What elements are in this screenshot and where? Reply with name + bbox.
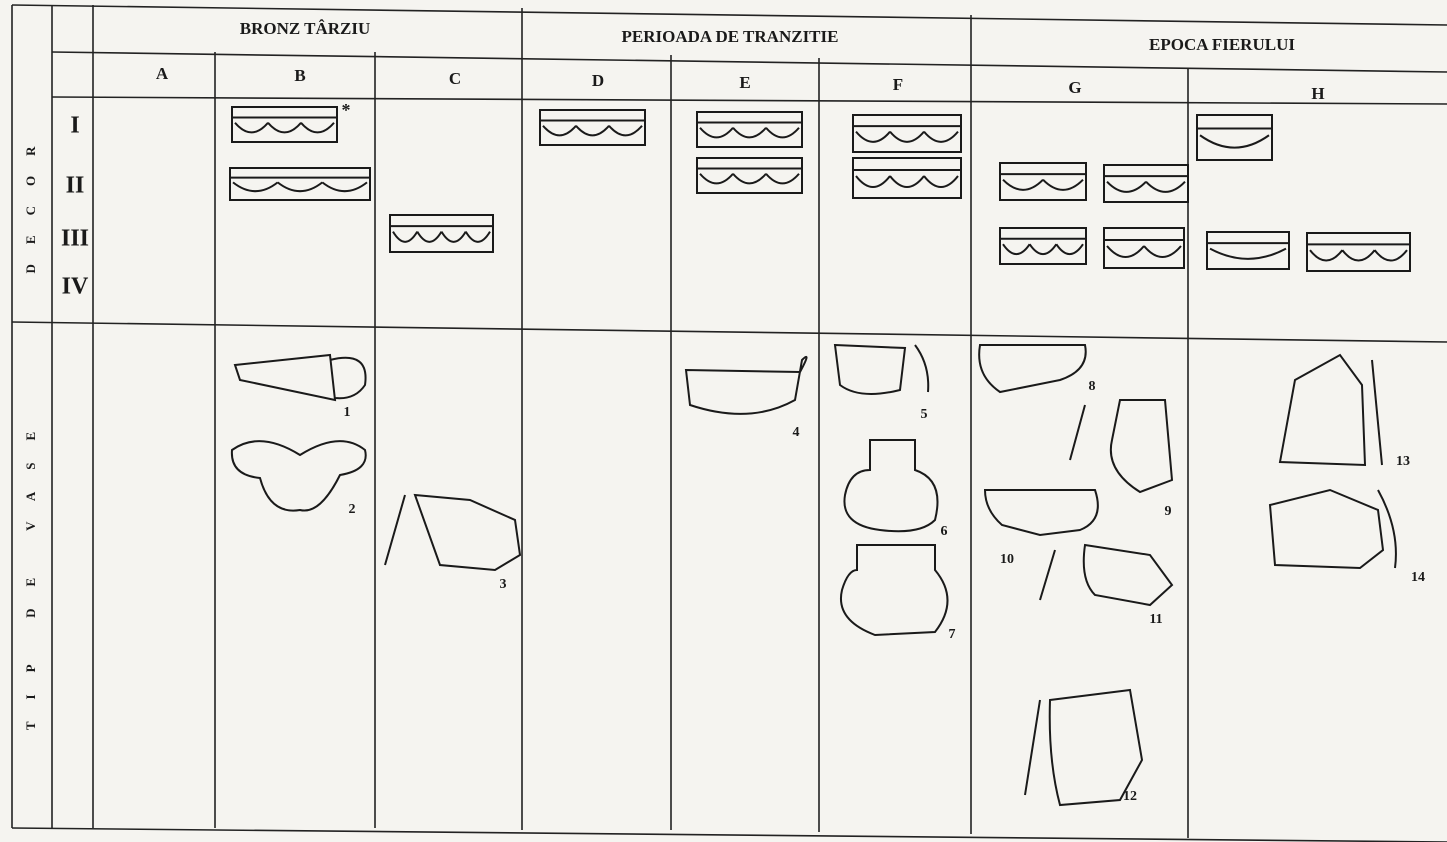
figure-number: 8 bbox=[1089, 379, 1096, 394]
column-letter: C bbox=[449, 69, 461, 88]
vessel-drawing bbox=[233, 353, 367, 402]
decor-waves bbox=[234, 122, 335, 134]
decor-level: IV bbox=[62, 274, 89, 300]
decor-box bbox=[389, 214, 494, 253]
decor-waves bbox=[542, 125, 643, 137]
figure-number: 2 bbox=[349, 502, 356, 517]
decor-box bbox=[1103, 227, 1185, 269]
asterisk: * bbox=[342, 100, 351, 120]
period-header: EPOCA FIERULUI bbox=[1149, 35, 1295, 54]
decor-level: I bbox=[70, 113, 79, 139]
column-letter: F bbox=[893, 75, 903, 94]
decor-waves bbox=[1209, 247, 1287, 260]
column-letter: A bbox=[156, 64, 169, 83]
decor-box bbox=[1206, 231, 1290, 270]
vessel-drawing bbox=[983, 489, 1099, 537]
figure-number: 10 bbox=[1000, 552, 1014, 567]
side-label: TIP DE VASE bbox=[23, 410, 38, 730]
figure-number: 6 bbox=[941, 524, 948, 539]
decor-waves bbox=[699, 127, 800, 139]
figure-number: 4 bbox=[793, 425, 800, 440]
figure-number: 5 bbox=[921, 407, 928, 422]
vessel-drawing bbox=[1268, 488, 1397, 570]
vessel-drawing bbox=[833, 343, 930, 395]
decor-box bbox=[1103, 164, 1189, 203]
period-header: PERIOADA DE TRANZITIE bbox=[622, 27, 839, 46]
decor-level: II bbox=[66, 173, 85, 199]
vessel-drawing bbox=[843, 439, 939, 533]
decor-box bbox=[1306, 232, 1411, 272]
side-label: DECOR bbox=[23, 127, 38, 274]
decor-box bbox=[1196, 114, 1273, 161]
drawings bbox=[229, 106, 1411, 807]
column-letter: B bbox=[294, 66, 305, 85]
vessel-drawing bbox=[840, 544, 949, 637]
figure-number: 3 bbox=[500, 577, 507, 592]
vessel-drawing bbox=[1024, 688, 1144, 807]
column-letter: G bbox=[1068, 78, 1081, 97]
decor-waves bbox=[699, 173, 800, 185]
decor-waves bbox=[392, 231, 491, 243]
decor-waves bbox=[855, 130, 959, 143]
decor-waves bbox=[1002, 178, 1084, 191]
decor-waves bbox=[855, 175, 959, 188]
figure-number: 13 bbox=[1396, 454, 1410, 469]
decor-box bbox=[852, 114, 962, 153]
decor-waves bbox=[1309, 249, 1408, 262]
decor-waves bbox=[1106, 180, 1186, 193]
decor-waves bbox=[1002, 243, 1084, 256]
figure-number: 7 bbox=[949, 627, 956, 642]
decor-waves bbox=[232, 181, 368, 193]
vessel-drawing bbox=[684, 356, 808, 415]
figure-number: 11 bbox=[1149, 612, 1162, 627]
vessel-drawing bbox=[1069, 399, 1174, 494]
decor-box bbox=[999, 162, 1087, 201]
labels: BRONZ TÂRZIU PERIOADA DE TRANZITIE EPOCA F… bbox=[23, 19, 1425, 804]
period-header: BRONZ TÂRZIU bbox=[240, 19, 371, 38]
decor-box bbox=[231, 106, 338, 143]
vessel-drawing bbox=[384, 493, 522, 572]
figure-number: 9 bbox=[1165, 504, 1172, 519]
decor-box bbox=[539, 109, 646, 146]
figure-number: 12 bbox=[1123, 789, 1137, 804]
table-grid bbox=[11, 4, 1447, 842]
figure-number: 14 bbox=[1411, 570, 1425, 585]
decor-waves bbox=[1106, 245, 1182, 258]
column-letter: H bbox=[1311, 84, 1324, 103]
decor-box bbox=[229, 167, 371, 201]
vessel-drawing bbox=[1039, 543, 1174, 607]
vessel-drawing bbox=[978, 344, 1087, 394]
decor-waves bbox=[1199, 134, 1270, 149]
vessel-drawing bbox=[1278, 353, 1383, 467]
decor-box bbox=[852, 157, 962, 199]
figure-number: 1 bbox=[344, 405, 351, 420]
column-letter: E bbox=[739, 73, 750, 92]
vessel-drawing bbox=[230, 440, 367, 512]
column-letter: D bbox=[592, 71, 604, 90]
decor-box bbox=[696, 111, 803, 148]
decor-box bbox=[696, 157, 803, 194]
decor-level: III bbox=[61, 226, 89, 252]
decor-box bbox=[999, 227, 1087, 265]
